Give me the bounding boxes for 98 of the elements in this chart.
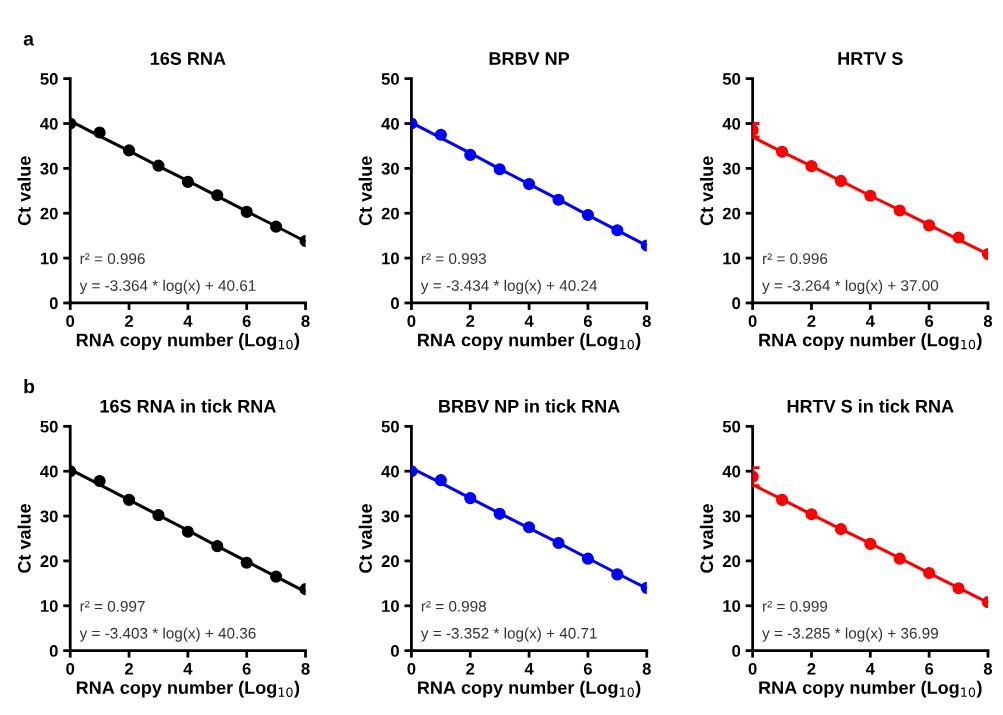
x-tick-label: 2 [124,315,134,327]
x-tick-label: 4 [183,315,193,327]
x-tick-label: 6 [925,662,934,675]
x-tick-label: 6 [583,315,592,328]
x-axis-title: RNA copy number (Log$_{10}$) [418,333,641,350]
annotation: r² = 0.993 [421,253,486,265]
y-axis-title: Ct value [17,156,31,226]
y-tick-label: 40 [381,117,399,130]
y-tick-label: 0 [732,297,741,310]
annotation: r² = 0.996 [80,253,145,265]
y-tick-label: 30 [381,162,399,175]
x-tick-label: 4 [865,663,875,675]
y-tick-label: 50 [40,420,58,433]
y-tick-label: 20 [40,207,58,220]
x-tick-label: 6 [583,662,592,675]
y-tick-label: 40 [722,117,741,130]
x-tick-label: 6 [242,315,251,328]
y-axis-title: Ct value [358,503,372,573]
x-tick-label: 0 [407,315,416,328]
x-tick-label: 2 [124,662,134,675]
y-tick-label: 20 [381,555,399,568]
x-tick-label: 4 [865,315,875,327]
y-axis-title: Ct value [699,503,714,573]
y-tick-label: 30 [40,162,58,175]
y-tick-label: 40 [40,117,58,130]
y-tick-label: 30 [722,162,741,175]
x-tick-label: 4 [183,663,193,675]
annotation: y = -3.364 * log(x) + 40.61 [79,279,256,294]
annotation: r² = 0.997 [80,600,145,612]
chart-title: 16S RNA in tick RNA [100,399,276,413]
x-tick-label: 2 [807,315,816,327]
y-tick-label: 10 [40,252,58,265]
y-tick-label: 10 [40,600,58,612]
annotation: y = -3.434 * log(x) + 40.24 [420,279,598,294]
x-tick-label: 8 [642,315,651,328]
x-tick-label: 0 [748,662,757,675]
chart-title: HRTV S [838,52,903,65]
y-axis-title: Ct value [358,156,372,226]
annotation: y = -3.403 * log(x) + 40.36 [79,627,256,642]
y-axis-title: Ct value [699,156,714,226]
x-tick-label: 2 [807,662,816,675]
y-tick-label: 50 [722,420,741,433]
chart-subtitle: a [23,34,35,46]
y-tick-label: 50 [40,73,58,85]
y-tick-label: 20 [722,207,741,220]
y-tick-label: 50 [381,73,399,85]
x-axis-title: RNA copy number (Log$_{10}$) [759,333,982,350]
y-tick-label: 30 [381,510,399,523]
annotation: r² = 0.996 [763,253,828,265]
y-tick-label: 30 [722,510,741,523]
x-tick-label: 2 [466,662,475,675]
y-tick-label: 20 [722,555,741,568]
x-tick-label: 8 [983,315,993,328]
x-tick-label: 0 [66,315,75,328]
chart-title: HRTV S in tick RNA [787,399,954,413]
y-tick-label: 50 [722,73,741,85]
x-axis-title: RNA copy number (Log$_{10}$) [76,680,300,698]
x-tick-label: 0 [748,315,757,328]
annotation: r² = 0.999 [763,600,828,612]
annotation: r² = 0.998 [421,600,486,612]
y-tick-label: 10 [723,600,741,612]
annotation: y = -3.285 * log(x) + 36.99 [762,627,938,642]
y-tick-label: 10 [723,252,741,265]
y-tick-label: 0 [391,297,399,310]
y-tick-label: 0 [49,297,58,310]
x-tick-label: 0 [407,662,416,675]
annotation: y = -3.264 * log(x) + 37.00 [762,279,939,294]
x-tick-label: 0 [66,662,75,675]
y-axis-title: Ct value [17,503,31,573]
y-tick-label: 0 [732,645,741,657]
x-axis-title: RNA copy number (Log$_{10}$) [418,680,641,698]
y-tick-label: 10 [382,252,399,265]
y-tick-label: 20 [40,555,58,568]
y-tick-label: 30 [40,510,58,523]
chart-title: 16S RNA [150,52,226,65]
y-tick-label: 0 [391,645,399,657]
x-tick-label: 4 [524,315,534,327]
y-tick-label: 0 [49,645,58,657]
chart-subtitle: b [24,379,35,394]
x-tick-label: 6 [925,315,934,328]
x-tick-label: 8 [983,662,993,675]
x-tick-label: 8 [301,315,310,328]
x-axis-title: RNA copy number (Log$_{10}$) [759,680,982,698]
x-tick-label: 4 [524,663,534,675]
chart-title: BRBV NP in tick RNA [439,399,620,413]
y-tick-label: 20 [381,207,399,220]
x-axis-title: RNA copy number (Log$_{10}$) [76,333,300,350]
y-tick-label: 40 [381,465,399,478]
x-tick-label: 8 [301,662,310,675]
y-tick-label: 10 [382,600,399,612]
x-tick-label: 8 [642,662,651,675]
y-tick-label: 40 [40,465,58,478]
x-tick-label: 6 [242,662,251,675]
annotation: y = -3.352 * log(x) + 40.71 [420,627,597,642]
chart-title: BRBV NP [489,52,570,65]
x-tick-label: 2 [466,315,475,327]
y-tick-label: 40 [722,465,741,478]
y-tick-label: 50 [381,420,399,433]
